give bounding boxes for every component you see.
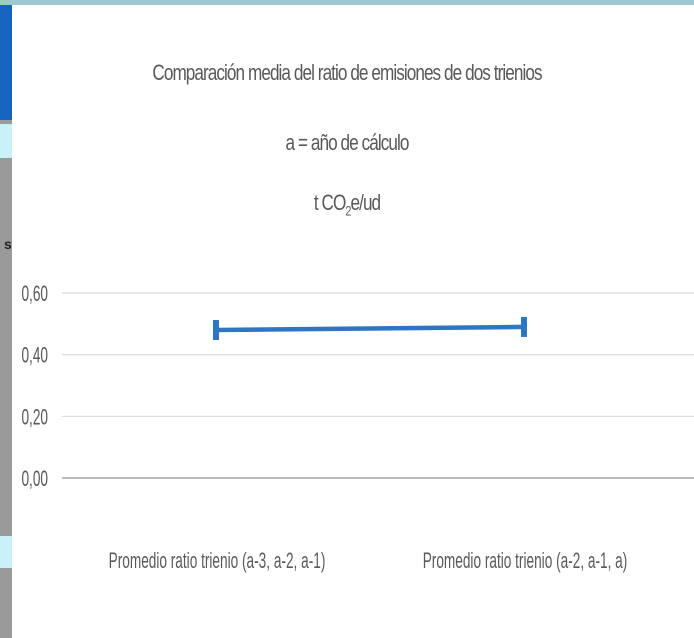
data-point-marker [213,320,219,340]
chart-panel [12,5,694,638]
data-point-marker [521,316,527,337]
background-app-band-lower [0,536,12,568]
x-tick-label: Promedio ratio trienio (a-3, a-2, a-1) [109,548,326,573]
series-line [215,324,525,333]
unit-subscript: 2 [345,202,351,219]
background-edge-glyph: s [4,236,12,252]
chart-title: Comparación media del ratio de emisiones… [152,60,542,85]
background-app-header [0,0,12,120]
chart-subtitle: a = año de cálculo [285,130,410,155]
background-app-band [0,124,12,158]
unit-base: t CO [313,190,346,215]
y-axis-ticks: 0,60 0,40 0,20 0,00 [21,281,48,491]
gridlines [62,292,694,479]
x-axis-ticks: Promedio ratio trienio (a-3, a-2, a-1) Pr… [109,548,628,573]
y-tick-label: 0,60 [21,281,48,306]
y-tick-label: 0,20 [21,404,48,429]
chart-unit: t CO2e/ud [76,190,617,218]
unit-rest: e/ud [350,190,382,215]
y-tick-label: 0,40 [21,342,48,367]
window-top-border [0,0,694,5]
x-tick-label: Promedio ratio trienio (a-2, a-1, a) [423,548,628,573]
series-layer [213,316,527,340]
y-tick-label: 0,00 [21,466,48,491]
background-app-edge [0,0,12,638]
